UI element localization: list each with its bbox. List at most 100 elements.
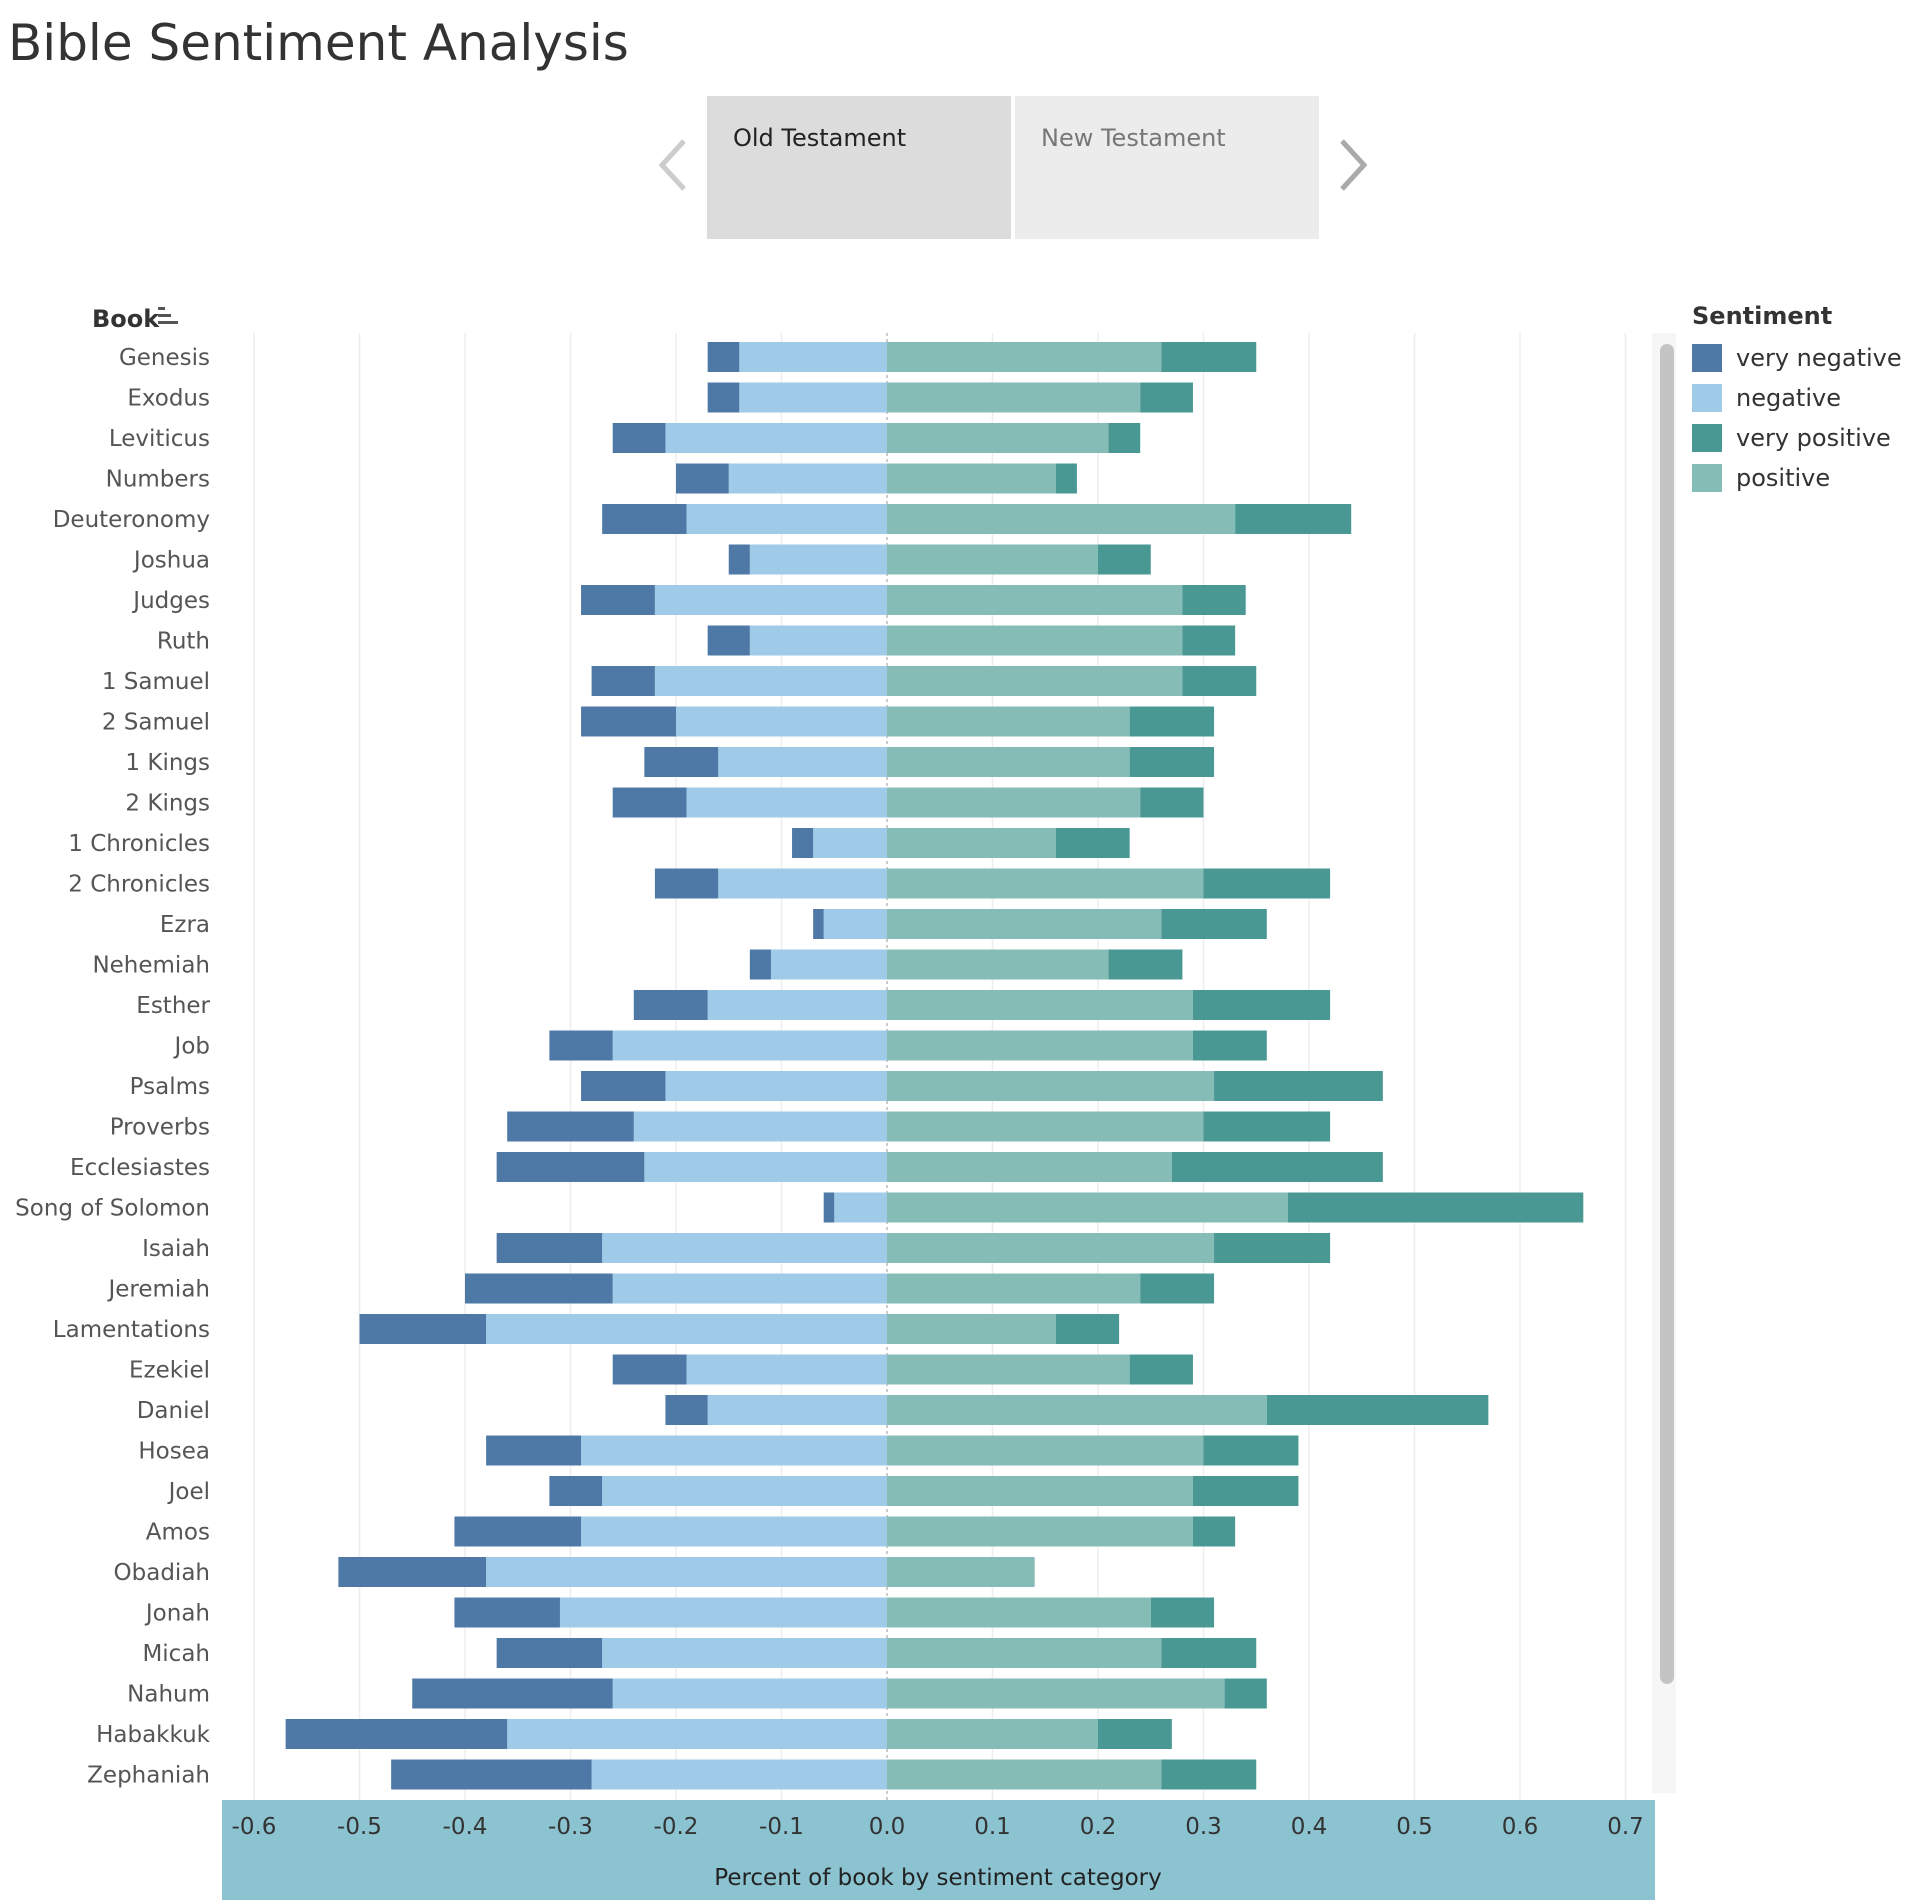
page-title: Bible Sentiment Analysis: [8, 14, 629, 72]
bar-very-negative: [644, 747, 719, 777]
bar-very-negative: [549, 1030, 613, 1061]
previous-arrow-button[interactable]: [656, 135, 692, 195]
category-label: Micah: [142, 1641, 210, 1667]
bar-very-positive: [1192, 1476, 1299, 1506]
chevron-left-icon: [658, 139, 686, 191]
bar-very-negative: [412, 1678, 613, 1709]
bar-very-negative: [486, 1435, 582, 1466]
legend-swatch: [1692, 464, 1722, 492]
bar-very-negative: [285, 1719, 508, 1749]
category-label: 1 Chronicles: [68, 831, 210, 857]
bar-very-positive: [1098, 1719, 1172, 1749]
bar-negative: [559, 1597, 887, 1628]
bar-positive: [887, 1314, 1056, 1344]
bar-negative: [749, 544, 887, 575]
bar-positive: [887, 1516, 1193, 1547]
bar-positive: [887, 1233, 1215, 1263]
bar-very-positive: [1129, 706, 1215, 737]
x-tick-label: 0.4: [1291, 1814, 1328, 1840]
bar-very-negative: [602, 504, 687, 534]
bar-positive: [887, 909, 1162, 939]
bar-very-positive: [1161, 1759, 1257, 1790]
bar-positive: [887, 463, 1056, 494]
bar-negative: [644, 1152, 887, 1182]
bar-negative: [718, 747, 887, 777]
category-label: 2 Chronicles: [68, 872, 210, 898]
next-arrow-button[interactable]: [1334, 135, 1370, 195]
bar-positive: [887, 423, 1109, 453]
bar-negative: [602, 1638, 887, 1668]
category-label: Lamentations: [53, 1317, 210, 1343]
bar-positive: [887, 1354, 1130, 1385]
legend-title: Sentiment: [1692, 302, 1833, 330]
category-label: 2 Kings: [125, 791, 210, 817]
bar-very-positive: [1140, 787, 1204, 818]
x-tick-label: 0.0: [869, 1814, 906, 1840]
sentiment-bar-chart: Book Genesis Exodus Leviticus Numbers Deutero…: [15, 305, 1655, 1900]
bar-very-positive: [1129, 1354, 1193, 1385]
sort-icon[interactable]: [158, 307, 178, 324]
bar-negative: [665, 1071, 887, 1101]
category-label: Jonah: [144, 1601, 210, 1627]
bar-negative: [707, 1395, 887, 1425]
row-header: Book: [92, 305, 160, 333]
bar-very-negative: [707, 625, 750, 656]
bar-negative: [602, 1476, 887, 1506]
tab-new-testament[interactable]: New Testament: [1015, 96, 1319, 239]
category-label: Genesis: [119, 345, 210, 371]
category-label: Hosea: [138, 1439, 210, 1465]
category-label: Obadiah: [114, 1560, 210, 1586]
legend-label: very negative: [1736, 344, 1902, 372]
bar-very-negative: [749, 949, 771, 980]
bar-negative: [770, 949, 887, 980]
legend: Sentiment very negative negative very po…: [1692, 302, 1902, 498]
bar-very-negative: [496, 1233, 603, 1263]
bar-very-negative: [823, 1192, 835, 1223]
bar-very-negative: [665, 1395, 708, 1425]
category-label: Exodus: [127, 386, 210, 412]
bar-very-negative: [676, 463, 729, 494]
bar-very-negative: [496, 1638, 603, 1668]
bar-positive: [887, 1192, 1288, 1223]
bar-positive: [887, 1597, 1151, 1628]
bar-positive: [887, 1111, 1204, 1142]
legend-item-very-positive[interactable]: very positive: [1692, 418, 1902, 458]
bar-negative: [686, 1354, 887, 1385]
category-label: Amos: [146, 1520, 210, 1546]
legend-item-positive[interactable]: positive: [1692, 458, 1902, 498]
bar-negative: [654, 585, 887, 615]
bar-very-negative: [359, 1314, 487, 1344]
bar-very-positive: [1140, 1273, 1215, 1304]
bar-positive: [887, 1395, 1267, 1425]
scrollbar-thumb[interactable]: [1660, 344, 1674, 1684]
bar-very-positive: [1108, 949, 1183, 980]
bar-very-negative: [549, 1476, 603, 1506]
x-tick-label: -0.2: [654, 1814, 699, 1840]
legend-label: very positive: [1736, 424, 1891, 452]
x-tick-label: -0.5: [337, 1814, 382, 1840]
legend-item-very-negative[interactable]: very negative: [1692, 338, 1902, 378]
bar-very-negative: [728, 544, 750, 575]
bar-positive: [887, 1435, 1204, 1466]
bar-very-negative: [612, 1354, 687, 1385]
bar-very-positive: [1129, 747, 1215, 777]
bar-very-negative: [633, 990, 708, 1020]
bar-positive: [887, 585, 1183, 615]
bar-negative: [686, 787, 887, 818]
bar-very-positive: [1192, 990, 1331, 1020]
legend-item-negative[interactable]: negative: [1692, 378, 1902, 418]
category-label: Proverbs: [110, 1115, 210, 1141]
category-label: Psalms: [130, 1074, 210, 1100]
bar-very-positive: [1055, 828, 1130, 858]
bar-positive: [887, 706, 1130, 737]
bar-positive: [887, 666, 1183, 696]
x-axis-band: [222, 1800, 1655, 1900]
legend-swatch: [1692, 424, 1722, 452]
bar-positive: [887, 1476, 1193, 1506]
bar-negative: [507, 1719, 887, 1749]
legend-swatch: [1692, 384, 1722, 412]
tab-old-testament[interactable]: Old Testament: [707, 96, 1011, 239]
bar-negative: [581, 1435, 887, 1466]
category-label: Joel: [167, 1479, 210, 1505]
bar-very-positive: [1161, 1638, 1257, 1668]
